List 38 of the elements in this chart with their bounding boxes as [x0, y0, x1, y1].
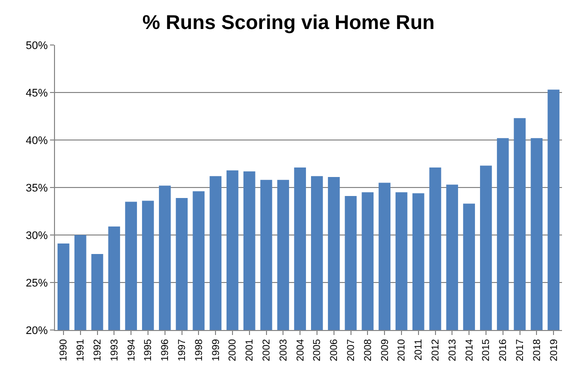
y-tick-label: 25% [26, 277, 48, 290]
y-tick-label: 20% [26, 324, 48, 337]
y-tick-label: 45% [26, 87, 48, 100]
x-tick-label: 2018 [532, 338, 543, 362]
x-tick-label: 2003 [278, 338, 290, 362]
x-tick-label: 1996 [160, 338, 172, 362]
x-tick-label: 2009 [380, 338, 391, 362]
x-tick-label: 2013 [447, 338, 458, 362]
x-tick-label: 2016 [498, 338, 510, 362]
x-tick-label: 2019 [548, 338, 560, 362]
x-tick-label: 1995 [143, 338, 154, 362]
x-tick-label: 1997 [177, 338, 188, 362]
chart-title: % Runs Scoring via Home Run [142, 12, 435, 34]
x-tick-label: 1998 [194, 338, 205, 362]
x-tick-label: 1994 [126, 338, 138, 362]
x-tick-label: 2002 [262, 338, 272, 362]
x-tick-label: 1999 [210, 338, 222, 362]
x-tick-label: 2001 [244, 338, 256, 362]
x-tick-label: 1990 [58, 338, 70, 362]
x-tick-label: 2007 [346, 338, 357, 362]
x-tick-label: 2005 [312, 338, 324, 362]
x-tick-label: 2008 [362, 338, 374, 362]
x-tick-label: 2000 [228, 338, 239, 362]
x-tick-label: 2010 [396, 338, 408, 362]
y-tick-label: 50% [26, 40, 48, 52]
x-tick-label: 2012 [430, 338, 442, 362]
x-tick-label: 2014 [464, 338, 476, 362]
x-tick-label: 1991 [76, 338, 87, 362]
x-tick-label: 2004 [295, 338, 306, 362]
y-tick-label: 40% [26, 134, 48, 147]
x-tick-label: 2017 [515, 338, 526, 362]
x-tick-label: 1993 [109, 338, 120, 362]
x-tick-label: 2015 [481, 338, 492, 362]
x-tick-label: 2006 [329, 338, 340, 362]
x-tick-label: 2011 [414, 338, 425, 361]
y-tick-label: 35% [26, 182, 48, 194]
x-tick-label: 1992 [92, 338, 104, 362]
y-tick-label: 30% [26, 230, 48, 242]
